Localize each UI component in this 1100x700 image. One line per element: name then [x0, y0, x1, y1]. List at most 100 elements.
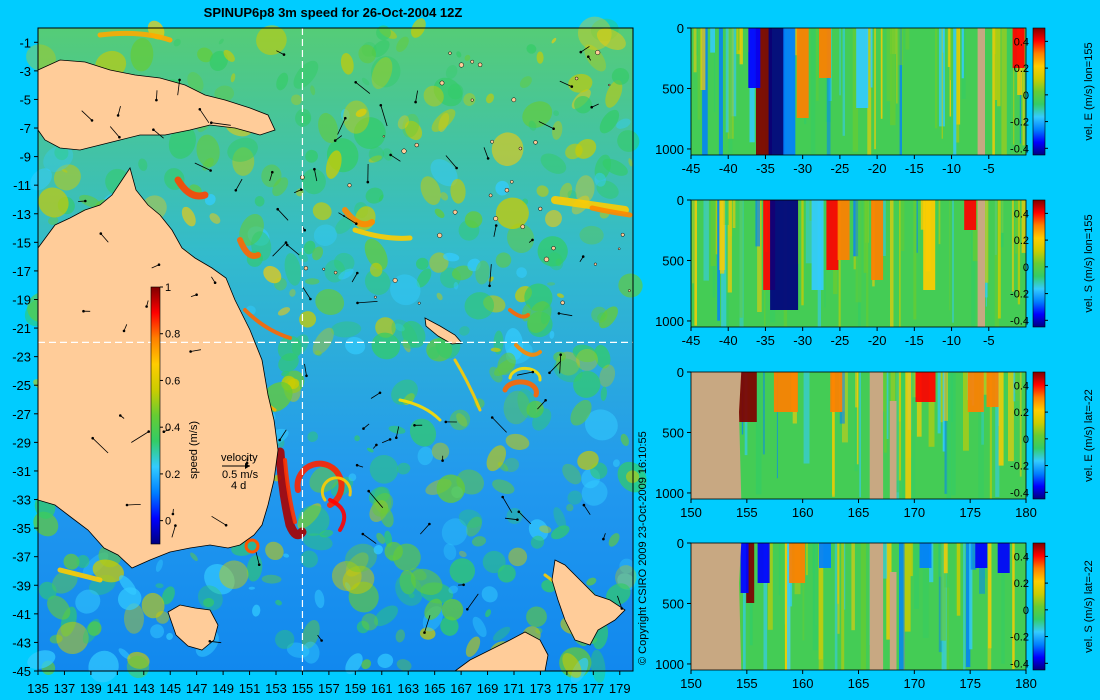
island	[493, 216, 499, 222]
eddy-blob	[319, 529, 334, 538]
map-y-tick-label: -19	[12, 292, 31, 307]
map-y-tick-label: -27	[12, 407, 31, 422]
velocity-arrow-head	[116, 114, 120, 117]
map-x-tick-label: 167	[450, 681, 472, 696]
section-streak	[755, 200, 760, 247]
section-streak	[718, 28, 723, 155]
section-y-tick-label: 0	[677, 21, 684, 36]
velocity-arrow	[255, 552, 260, 565]
eddy-blob	[373, 544, 383, 555]
map-x-tick-label: 145	[159, 681, 181, 696]
current-jet	[237, 237, 261, 259]
eddy-blob	[465, 636, 481, 657]
section-streak	[944, 372, 948, 494]
eddy-blob	[33, 511, 59, 537]
section-streak	[859, 372, 861, 498]
landmass	[424, 317, 463, 345]
section-x-tick-label: 170	[903, 676, 925, 691]
eddy-blob	[551, 525, 570, 540]
eddy-blob	[295, 108, 312, 127]
landmass	[453, 631, 549, 672]
velocity-arrow-head	[125, 503, 129, 507]
section-streak	[978, 372, 984, 499]
island	[520, 224, 525, 229]
velocity-arrow	[304, 363, 307, 376]
eddy-blob	[161, 586, 175, 605]
section-colorbar	[1032, 27, 1046, 156]
section-streak	[953, 28, 957, 155]
section-colorbar-tick-label: 0.2	[1014, 407, 1029, 419]
section-x-tick-label: -35	[756, 333, 775, 348]
current-jet	[328, 498, 347, 532]
island	[382, 135, 385, 138]
section-panel-3: 150 155 160 165 170 175 180 0 500 1000 0.4 0.2 0 -0.2…	[655, 365, 1095, 520]
section-streak	[740, 543, 744, 650]
eddy-blob	[448, 585, 459, 594]
section-seafloor-mask	[869, 372, 884, 499]
eddy-blob	[443, 252, 460, 262]
velocity-arrow	[131, 431, 149, 443]
section-x-tick-label: 155	[736, 676, 758, 691]
section-streak	[1008, 372, 1014, 462]
velocity-arrow-head	[171, 512, 175, 516]
section-streak	[697, 28, 701, 120]
eddy-blob	[297, 505, 330, 536]
section-x-tick-label: -25	[830, 161, 849, 176]
map-y-tick-label: -1	[19, 35, 31, 50]
section-streak	[852, 28, 859, 152]
eddy-blob	[553, 351, 566, 362]
section-x-tick-label: -10	[942, 333, 961, 348]
velocity-arrow	[370, 392, 381, 399]
velocity-arrow-head	[544, 399, 547, 402]
eddy-blob	[370, 56, 401, 88]
velocity-arrow	[395, 426, 400, 438]
section-streak	[787, 543, 791, 670]
velocity-arrow-head	[620, 607, 624, 610]
section-y-tick-label: 1000	[655, 657, 684, 672]
eddy-blob	[467, 258, 481, 272]
eddy-blob	[43, 145, 74, 172]
eddy-blob	[375, 317, 396, 338]
eddy-blob	[219, 560, 249, 589]
eddy-blob	[417, 446, 434, 466]
island	[373, 295, 377, 299]
eddy-blob	[608, 533, 620, 547]
section-streak	[904, 543, 911, 632]
section-frame	[690, 27, 1027, 156]
velocity-arrow	[194, 162, 211, 171]
eddy-blob	[559, 182, 573, 201]
section-y-tick-label: 500	[662, 425, 684, 440]
velocity-arrow-head	[122, 329, 126, 333]
eddy-blob	[254, 196, 265, 207]
section-x-tick-label: 150	[680, 676, 702, 691]
map-y-tick-label: -35	[12, 521, 31, 536]
section-streak	[700, 28, 706, 90]
section-streak	[972, 200, 978, 262]
eddy-blob	[591, 306, 608, 323]
colorbar-tick-label: 0.4	[165, 422, 180, 434]
eddy-blob	[456, 413, 468, 427]
eddy-blob	[530, 535, 545, 549]
map-panel: 135 137 139 141 143 145 147 149 151 153 155 157 159 1…	[12, 16, 647, 696]
section-streak	[916, 372, 922, 437]
velocity-arrow-head	[414, 100, 417, 104]
current-jet	[294, 460, 345, 508]
eddy-blob	[404, 120, 423, 141]
section-streak	[851, 543, 855, 631]
section-streak	[997, 28, 1001, 107]
velocity-arrow-head	[559, 353, 562, 357]
section-streak	[810, 28, 816, 155]
velocity-arrow-head	[455, 166, 458, 170]
eddy-blob	[441, 598, 464, 621]
eddy-blob	[187, 72, 204, 93]
velocity-legend-time: 4 d	[231, 480, 246, 492]
eddy-blob	[27, 650, 56, 670]
section-streak	[1013, 28, 1015, 145]
velocity-arrow	[580, 46, 590, 53]
section-streak	[916, 200, 918, 253]
eddy-blob	[263, 265, 282, 284]
map-x-tick-label: 165	[424, 681, 446, 696]
section-streak	[943, 543, 948, 574]
velocity-arrow-head	[118, 135, 121, 139]
section-streak	[947, 28, 951, 67]
